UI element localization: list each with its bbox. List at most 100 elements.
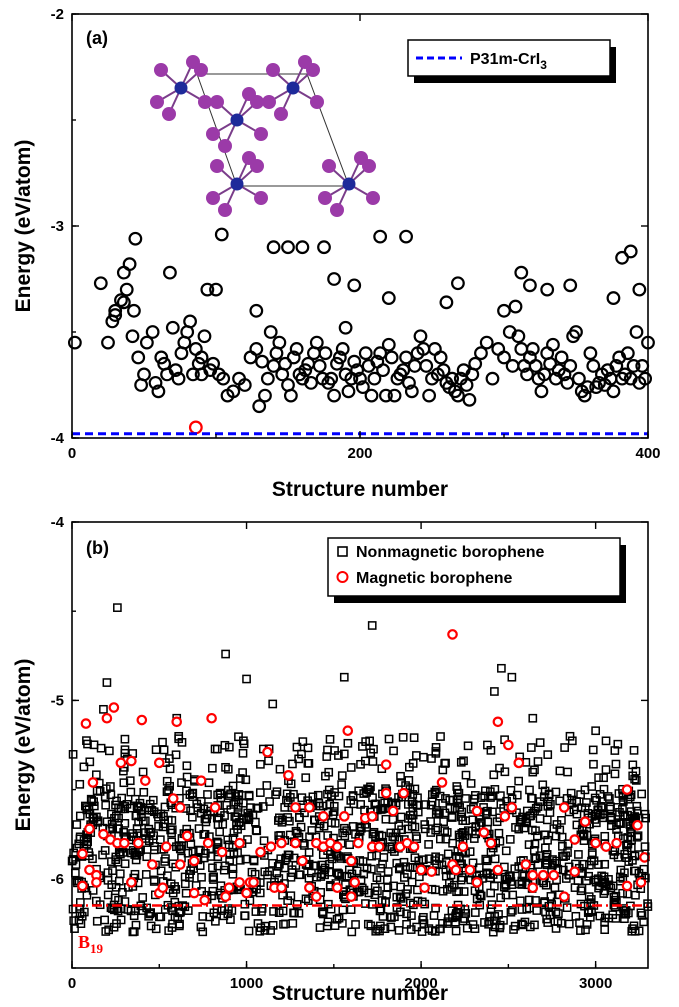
data-point xyxy=(268,699,278,709)
data-point xyxy=(242,674,251,684)
data-point xyxy=(441,834,451,844)
data-point xyxy=(600,841,612,852)
data-point xyxy=(103,868,113,878)
data-point xyxy=(186,367,200,382)
data-point xyxy=(114,876,124,886)
data-point xyxy=(629,921,639,931)
data-point xyxy=(530,765,539,775)
data-point xyxy=(615,876,625,886)
data-point xyxy=(410,784,420,794)
data-point xyxy=(317,240,331,255)
data-point xyxy=(616,819,625,828)
data-point xyxy=(304,375,318,390)
data-point xyxy=(276,837,287,849)
data-point xyxy=(119,837,130,849)
data-point xyxy=(309,335,324,350)
data-point xyxy=(600,831,610,841)
data-point xyxy=(574,850,583,859)
data-point xyxy=(371,799,381,809)
data-point xyxy=(188,420,203,435)
data-point xyxy=(324,867,334,877)
data-point xyxy=(535,738,545,747)
data-point xyxy=(242,814,251,824)
legend-box xyxy=(327,537,621,597)
data-point xyxy=(297,749,306,759)
data-point xyxy=(96,743,106,753)
data-point xyxy=(419,359,434,373)
panel-b-ticks: 0 1000 2000 3000 -4 -5 -6 xyxy=(51,514,648,992)
iodine-atom xyxy=(242,87,256,101)
data-point xyxy=(561,874,571,883)
data-point xyxy=(197,872,206,882)
data-point xyxy=(352,837,364,849)
data-point xyxy=(201,817,211,827)
data-point xyxy=(459,756,468,766)
data-point xyxy=(398,787,409,799)
data-point xyxy=(326,904,336,914)
x-tick-label: 2000 xyxy=(404,975,437,992)
data-point xyxy=(594,773,603,783)
data-point xyxy=(171,716,183,728)
data-point xyxy=(356,759,365,769)
data-point xyxy=(483,740,492,750)
data-point xyxy=(497,663,506,673)
iodine-atom xyxy=(154,63,168,77)
data-point xyxy=(102,678,112,687)
data-point xyxy=(492,864,504,876)
panel-b-y-axis-title: Energy (eV/atom) xyxy=(12,659,35,832)
data-point xyxy=(347,869,357,879)
data-point xyxy=(337,771,347,780)
data-point xyxy=(490,854,500,864)
data-point xyxy=(373,924,382,934)
data-point xyxy=(125,803,135,813)
data-point xyxy=(93,276,108,291)
data-point xyxy=(327,272,341,286)
data-point xyxy=(283,798,293,808)
data-point xyxy=(332,882,343,894)
data-point xyxy=(524,895,534,905)
data-point xyxy=(560,743,569,752)
data-point xyxy=(635,359,650,373)
data-point xyxy=(292,828,302,838)
data-point xyxy=(286,350,301,365)
data-point xyxy=(347,354,362,369)
data-point xyxy=(275,764,285,774)
legend-label-nonmagnetic: Nonmagnetic borophene xyxy=(356,544,545,561)
data-point xyxy=(567,736,577,746)
data-point xyxy=(436,777,448,788)
data-point xyxy=(489,770,499,780)
data-point xyxy=(586,898,596,908)
data-point xyxy=(146,859,158,870)
data-point xyxy=(405,811,415,820)
data-point xyxy=(580,380,595,395)
data-point xyxy=(120,819,130,828)
data-point xyxy=(289,342,304,356)
iodine-atom xyxy=(198,95,212,109)
data-point xyxy=(117,793,127,803)
data-point xyxy=(126,755,137,767)
data-point xyxy=(109,922,119,932)
data-point xyxy=(272,787,282,797)
reference-label-B19: B19 xyxy=(78,932,104,956)
data-point xyxy=(80,718,92,729)
data-point xyxy=(350,363,365,378)
data-point xyxy=(570,883,580,892)
data-point xyxy=(149,875,159,885)
data-point xyxy=(369,744,378,754)
data-point xyxy=(426,866,437,877)
data-point xyxy=(300,841,309,850)
data-point xyxy=(402,375,416,390)
data-point xyxy=(500,872,510,882)
data-point xyxy=(451,388,465,403)
data-point xyxy=(523,278,537,293)
data-point xyxy=(367,864,376,874)
x-tick-label: 200 xyxy=(347,445,372,462)
data-point xyxy=(240,911,249,921)
data-point xyxy=(278,356,293,371)
data-point xyxy=(452,782,462,791)
data-point xyxy=(506,785,516,795)
chromium-atom xyxy=(174,81,188,95)
data-point xyxy=(457,873,467,882)
data-point xyxy=(151,924,161,934)
data-point xyxy=(485,837,497,849)
